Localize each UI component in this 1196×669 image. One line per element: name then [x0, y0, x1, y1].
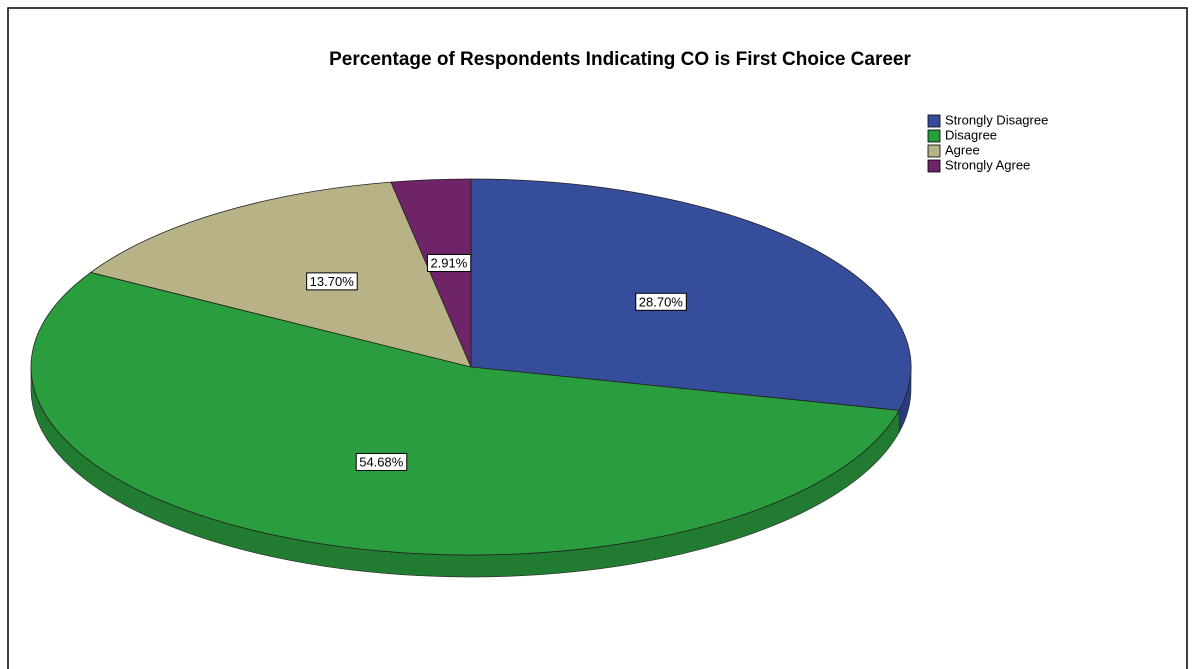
legend-label: Agree	[945, 142, 980, 157]
data-label-box	[635, 292, 687, 311]
pie-slice	[89, 181, 472, 368]
legend-swatch	[927, 114, 941, 128]
pie-slice	[390, 178, 472, 368]
legend-label: Disagree	[945, 127, 997, 142]
data-label: 13.70%	[310, 274, 355, 289]
legend-swatch	[927, 129, 941, 143]
data-label-group: 54.68%	[355, 452, 408, 471]
pie-slice	[30, 272, 900, 556]
data-label: 2.91%	[430, 255, 467, 270]
data-label-group: 28.70%	[635, 292, 687, 311]
legend-swatch	[927, 159, 941, 173]
chart-title: Percentage of Respondents Indicating CO …	[329, 49, 911, 70]
data-label: 28.70%	[639, 294, 684, 309]
legend-swatch	[927, 144, 941, 158]
legend-label: Strongly Disagree	[945, 112, 1048, 127]
data-label-box	[355, 452, 408, 471]
data-label-box	[426, 253, 472, 272]
data-label-group: 2.91%	[426, 253, 472, 272]
legend-label: Strongly Agree	[945, 157, 1030, 172]
pie-slice	[470, 178, 912, 411]
data-label-group: 13.70%	[306, 272, 358, 291]
data-label-box	[306, 272, 358, 291]
data-label: 54.68%	[359, 454, 404, 469]
